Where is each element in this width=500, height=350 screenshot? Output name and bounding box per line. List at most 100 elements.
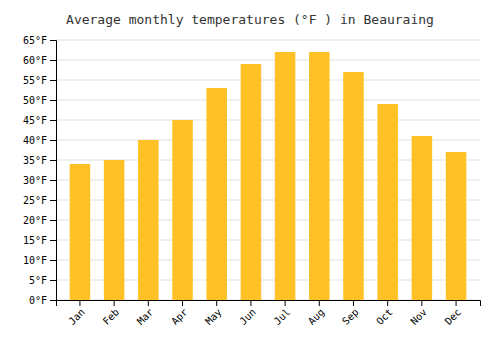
y-tick: 35°F <box>23 155 56 166</box>
y-tick: 50°F <box>23 95 56 106</box>
x-tick-label: Aug <box>306 306 327 327</box>
x-tick-label: Apr <box>169 306 190 327</box>
x-tick-label: Dec <box>443 306 464 327</box>
chart: 0°F 5°F 10°F 15°F 20°F 25°F 30°F 35°F 40°F 45°F 50… <box>0 0 500 350</box>
y-tick-mark <box>50 120 56 121</box>
y-tick-label: 55°F <box>23 75 47 86</box>
x-tick-label: Jan <box>66 306 87 327</box>
x-tick-label: Mar <box>135 306 156 327</box>
x-tick-mark <box>148 300 149 306</box>
bar <box>275 52 296 300</box>
y-tick: 0°F <box>29 295 56 306</box>
y-tick-label: 65°F <box>23 35 47 46</box>
y-tick-mark <box>50 300 56 301</box>
y-tick: 45°F <box>23 115 56 126</box>
y-tick-mark <box>50 240 56 241</box>
x-tick-mark <box>285 300 286 306</box>
x-tick-mark <box>421 300 422 306</box>
x-tick: Dec <box>443 300 464 327</box>
x-tick-label: Jun <box>237 306 258 327</box>
x-tick: May <box>203 300 224 327</box>
bar <box>206 88 227 300</box>
y-axis-line <box>50 41 57 301</box>
bar <box>412 136 433 300</box>
x-tick: Jun <box>237 300 258 327</box>
x-axis: Jan Feb Mar Apr May Jun Jul Aug Sep Oct Nov Dec <box>57 300 481 327</box>
x-tick: Mar <box>135 300 156 327</box>
x-tick-mark <box>319 300 320 306</box>
x-tick-label: Nov <box>408 306 429 327</box>
x-tick: Apr <box>169 300 190 327</box>
bar <box>309 52 330 300</box>
y-tick: 15°F <box>23 235 56 246</box>
x-tick-mark <box>250 300 251 306</box>
bar <box>138 140 159 300</box>
y-tick-mark <box>50 180 56 181</box>
y-tick-label: 5°F <box>29 275 47 286</box>
y-tick-label: 25°F <box>23 195 47 206</box>
y-tick: 30°F <box>23 175 56 186</box>
plot: 0°F 5°F 10°F 15°F 20°F 25°F 30°F 35°F 40°F 45°F 50… <box>23 35 481 327</box>
bar <box>446 152 467 300</box>
grid-line <box>56 120 480 121</box>
y-tick-label: 20°F <box>23 215 47 226</box>
y-tick: 20°F <box>23 215 56 226</box>
x-tick: Oct <box>374 300 395 327</box>
bar <box>241 64 262 300</box>
x-tick-label: Oct <box>374 306 395 327</box>
x-tick-mark <box>216 300 217 306</box>
y-tick: 25°F <box>23 195 56 206</box>
x-tick: Feb <box>101 300 122 327</box>
x-axis-line <box>57 301 481 307</box>
y-tick-label: 35°F <box>23 155 47 166</box>
grid <box>56 40 480 300</box>
x-tick: Jul <box>272 300 293 327</box>
bar <box>70 164 91 300</box>
x-tick-label: Feb <box>101 306 122 327</box>
y-tick: 55°F <box>23 75 56 86</box>
grid-line <box>56 100 480 101</box>
y-tick-mark <box>50 160 56 161</box>
x-tick-label: Sep <box>340 306 361 327</box>
y-tick: 10°F <box>23 255 56 266</box>
x-tick: Nov <box>408 300 429 327</box>
y-tick-mark <box>50 100 56 101</box>
x-tick-label: May <box>203 306 224 327</box>
y-tick-label: 45°F <box>23 115 47 126</box>
x-tick-mark <box>182 300 183 306</box>
y-tick-mark <box>50 140 56 141</box>
x-tick: Aug <box>306 300 327 327</box>
grid-line <box>56 60 480 61</box>
x-tick: Sep <box>340 300 361 327</box>
y-tick-mark <box>50 80 56 81</box>
bar <box>104 160 125 300</box>
y-tick: 40°F <box>23 135 56 146</box>
y-tick-mark <box>50 200 56 201</box>
y-tick-label: 10°F <box>23 255 47 266</box>
y-axis: 0°F 5°F 10°F 15°F 20°F 25°F 30°F 35°F 40°F 45°F 50… <box>23 35 57 306</box>
y-tick: 60°F <box>23 55 56 66</box>
title: Average monthly temperatures (°F ) in Be… <box>66 12 434 27</box>
y-tick: 65°F <box>23 35 56 46</box>
y-tick-mark <box>50 60 56 61</box>
bar <box>377 104 398 300</box>
x-tick-label: Jul <box>272 306 293 327</box>
y-tick: 5°F <box>29 275 56 286</box>
x-tick-mark <box>387 300 388 306</box>
x-tick-mark <box>456 300 457 306</box>
x-tick: Jan <box>66 300 87 327</box>
grid-line <box>56 80 480 81</box>
bar <box>343 72 364 300</box>
y-tick-label: 40°F <box>23 135 47 146</box>
x-tick-mark <box>114 300 115 306</box>
y-tick-mark <box>50 40 56 41</box>
y-tick-label: 0°F <box>29 295 47 306</box>
y-tick-label: 30°F <box>23 175 47 186</box>
y-tick-mark <box>50 260 56 261</box>
y-tick-label: 15°F <box>23 235 47 246</box>
y-tick-mark <box>50 220 56 221</box>
x-tick-mark <box>353 300 354 306</box>
bars <box>70 52 467 300</box>
y-tick-label: 60°F <box>23 55 47 66</box>
bar <box>172 120 193 300</box>
